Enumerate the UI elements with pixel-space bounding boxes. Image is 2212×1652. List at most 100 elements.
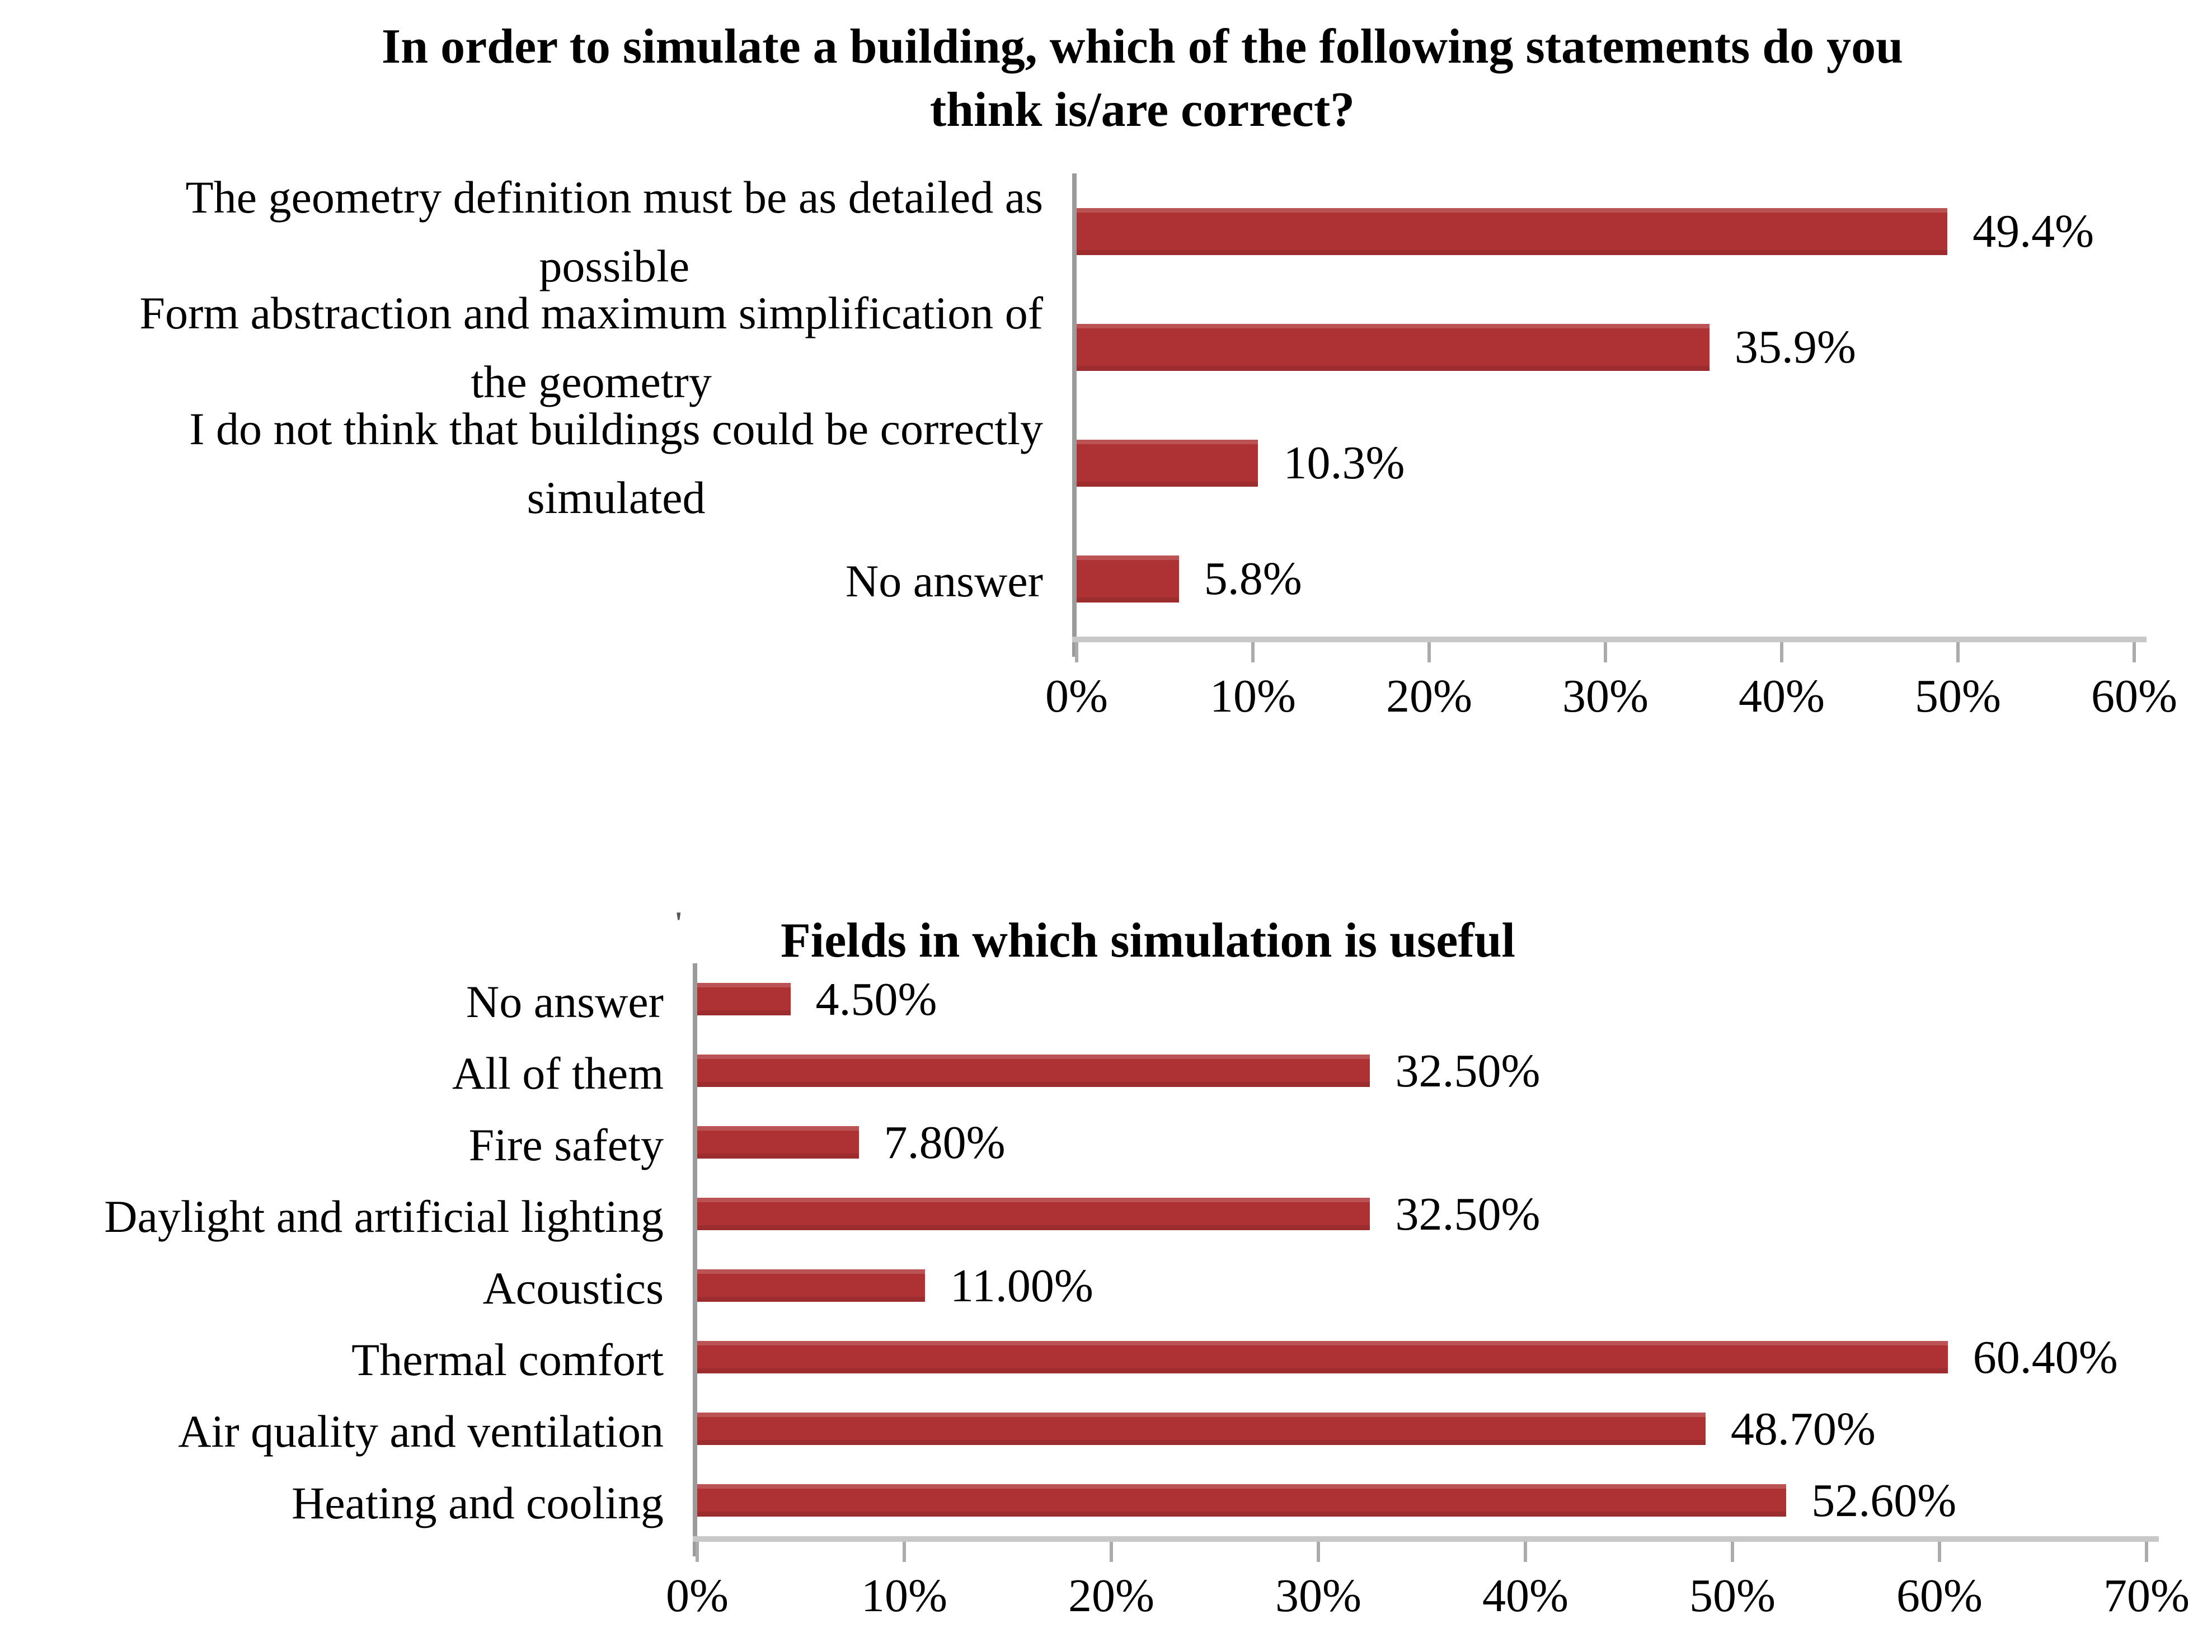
bar [697,1413,1706,1445]
x-tick-label: 10% [861,1570,947,1622]
category-label: The geometry definition must be as detai… [186,163,1044,300]
category-label: Fire safety [469,1110,664,1179]
bar-track: 7.80% [697,1107,2147,1178]
value-label: 4.50% [815,973,937,1025]
category-label-line: Air quality and ventilation [178,1405,664,1457]
x-tick-label: 40% [1738,670,1825,722]
x-tick-label: 40% [1482,1570,1568,1622]
value-label: 32.50% [1395,1044,1541,1097]
table-row: Air quality and ventilation 48.70% [0,1393,2212,1465]
bar-rows: No answer 4.50% All of them 32.50% Fire safe… [0,963,2212,1536]
category-label-cell: Heating and cooling [0,1463,693,1537]
category-label-line: The geometry definition must be as detai… [185,171,1044,223]
category-label-cell: Form abstraction and maximum simplificat… [0,279,1072,416]
value-label: 11.00% [950,1259,1093,1312]
category-label-line: Thermal comfort [351,1334,664,1385]
x-tick-label: 50% [1915,670,2001,722]
category-label-cell: I do not think that buildings could be c… [0,394,1072,532]
bar [1077,323,1710,371]
chart-simulation-useful-fields: ' Fields in which simulation is useful N… [0,895,2212,1652]
category-label-line: Form abstraction and maximum simplificat… [139,287,1043,338]
table-row: Thermal comfort 60.40% [0,1321,2212,1393]
category-label-line: simulated [527,472,706,523]
stray-apostrophe-mark: ' [674,906,683,940]
x-tick-mark [1251,637,1255,662]
table-row: The geometry definition must be as detai… [0,172,2212,291]
bar [697,1484,1787,1517]
y-axis-line [1072,173,1077,657]
table-row: No answer 4.50% [0,963,2212,1035]
x-tick-mark [1779,637,1783,662]
x-tick-label: 0% [1045,670,1108,722]
value-label: 52.60% [1811,1474,1957,1527]
bar [697,1055,1370,1087]
category-label-line: All of them [452,1047,664,1099]
category-label: Daylight and artificial lighting [104,1182,664,1251]
x-tick-label: 30% [1562,670,1649,722]
category-label: Form abstraction and maximum simplificat… [139,279,1043,416]
x-axis-line [693,1536,2159,1542]
category-label-line: Heating and cooling [292,1477,664,1528]
category-label-cell: Acoustics [0,1249,693,1322]
bar-track: 5.8% [1077,521,2134,637]
x-tick-label: 60% [1896,1570,1983,1622]
x-tick-mark [1604,637,1607,662]
bar [697,1126,859,1159]
category-label: Air quality and ventilation [178,1397,664,1466]
category-label-line: possible [539,240,690,291]
category-label-line: Fire safety [468,1119,664,1170]
category-label-line: No answer [466,976,664,1027]
x-tick-label: 30% [1275,1570,1361,1622]
table-row: Acoustics 11.00% [0,1250,2212,1321]
x-tick-mark [1110,1536,1113,1562]
table-row: I do not think that buildings could be c… [0,403,2212,523]
category-label: Heating and cooling [292,1469,664,1537]
value-label: 60.40% [1973,1331,2118,1383]
bar-track: 35.9% [1077,289,2134,405]
plot-area: The geometry definition must be as detai… [0,172,2212,723]
category-label: No answer [466,967,664,1036]
x-tick-mark [696,1536,699,1562]
x-tick-mark [1075,637,1078,662]
category-label-cell: No answer [0,542,1072,616]
category-label: Acoustics [483,1254,664,1322]
x-tick-mark [1317,1536,1320,1562]
bar-track: 32.50% [697,1035,2147,1107]
table-row: Heating and cooling 52.60% [0,1465,2212,1536]
x-tick-mark [2145,1536,2148,1562]
bar [697,1341,1948,1373]
x-tick-mark [1731,1536,1734,1562]
bar [1077,555,1179,603]
bar [1077,208,1948,255]
x-tick-mark [2133,637,2136,662]
table-row: All of them 32.50% [0,1035,2212,1107]
bar-track: 11.00% [697,1250,2147,1321]
value-label: 5.8% [1204,553,1302,605]
bar-track: 4.50% [697,963,2147,1035]
x-tick-label: 10% [1209,670,1296,722]
x-tick-label: 0% [666,1570,729,1622]
category-label-cell: The geometry definition must be as detai… [0,163,1072,300]
category-label: I do not think that buildings could be c… [189,394,1043,532]
chart-title-line: Fields in which simulation is useful [781,914,1515,968]
x-axis-labels: 0% 10% 20% 30% 40% 50% 60% 70% [666,1569,2190,1636]
x-tick-label: 70% [2103,1570,2190,1622]
x-tick-label: 60% [2091,670,2177,722]
category-label: All of them [452,1039,664,1108]
bar-track: 52.60% [697,1465,2147,1536]
category-label-cell: All of them [0,1034,693,1108]
x-tick-mark [903,1536,906,1562]
bar [697,1269,925,1302]
value-label: 32.50% [1395,1188,1541,1240]
bar-track: 60.40% [697,1321,2147,1393]
plot-area: No answer 4.50% All of them 32.50% Fire safe… [0,963,2212,1622]
value-label: 48.70% [1730,1402,1876,1455]
category-label-cell: Fire safety [0,1105,693,1179]
bar-track: 48.70% [697,1393,2147,1465]
x-tick-mark [1938,1536,1941,1562]
x-tick-mark [1524,1536,1527,1562]
category-label-cell: Thermal comfort [0,1320,693,1394]
x-tick-label: 50% [1689,1570,1776,1622]
category-label-line: No answer [846,556,1043,607]
category-label-cell: Air quality and ventilation [0,1392,693,1466]
